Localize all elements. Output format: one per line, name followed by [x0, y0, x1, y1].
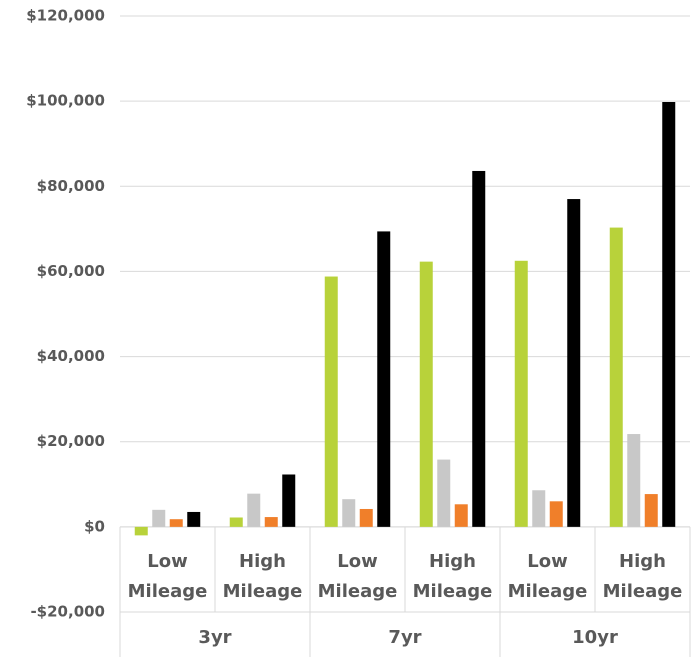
y-tick-label: $120,000 [26, 7, 105, 25]
bar [342, 499, 356, 527]
bar [549, 501, 563, 527]
y-tick-label: $0 [84, 517, 105, 535]
bar [644, 494, 658, 527]
group-label: 10yr [572, 627, 618, 648]
x-tick-label: Low Mileage [127, 550, 208, 602]
bar [454, 504, 468, 527]
y-tick-label: $20,000 [37, 432, 105, 450]
group-label: 7yr [388, 627, 421, 648]
x-tick-label: Low Mileage [507, 550, 588, 602]
bar [567, 199, 581, 527]
bar [419, 261, 433, 527]
bar [662, 101, 676, 527]
y-tick-label: -$20,000 [30, 603, 105, 621]
bar [377, 231, 391, 527]
x-tick-label: High Mileage [412, 550, 493, 602]
y-tick-label: $100,000 [26, 92, 105, 110]
bar [282, 474, 296, 527]
bar [627, 434, 641, 527]
bar [152, 509, 166, 527]
y-tick-label: $80,000 [37, 177, 105, 195]
bar [324, 276, 338, 527]
bar [229, 517, 243, 527]
y-tick-label: $40,000 [37, 347, 105, 365]
bar [134, 526, 148, 536]
x-tick-label: High Mileage [602, 550, 683, 602]
x-tick-label: High Mileage [222, 550, 303, 602]
group-label: 3yr [198, 627, 231, 648]
bar [532, 490, 546, 527]
bar [187, 511, 201, 527]
bar [169, 519, 183, 527]
bar [359, 508, 373, 527]
y-tick-label: $60,000 [37, 262, 105, 280]
bar [437, 459, 451, 527]
bar [472, 170, 486, 527]
x-tick-label: Low Mileage [317, 550, 398, 602]
bar [247, 493, 261, 527]
bar [609, 227, 623, 527]
bar [264, 517, 278, 527]
bar [514, 260, 528, 527]
